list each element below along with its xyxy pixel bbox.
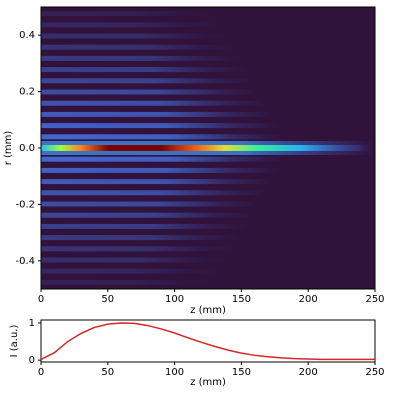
fringe [41, 268, 287, 274]
x-tick-label: 200 [299, 294, 318, 305]
fringe [41, 67, 319, 73]
fringes [41, 11, 367, 285]
y-tick-label: 1 [29, 318, 35, 329]
fringe [41, 11, 279, 17]
fringe [41, 33, 295, 39]
line-frame [40, 319, 376, 363]
x-tick-label: 100 [165, 367, 184, 378]
x-axis-label: z (mm) [190, 305, 226, 316]
fringe [41, 111, 351, 117]
y-tick-label: 0.2 [19, 87, 35, 98]
line [40, 322, 375, 361]
y-axis-label: r (mm) [3, 131, 14, 166]
y-tick-label: 0.0 [19, 143, 35, 154]
x-tick-label: 50 [101, 367, 114, 378]
y-tick-label: 0 [29, 355, 35, 366]
fringe [41, 123, 359, 129]
fringe [41, 44, 303, 50]
x-tick-label: 150 [232, 367, 251, 378]
fringe [41, 100, 343, 106]
y-axis-label: I (a.u.) [9, 325, 20, 358]
fringe [41, 78, 327, 84]
y-tick-label: -0.4 [15, 256, 35, 267]
fringe [41, 235, 311, 241]
x-tick-label: 0 [38, 294, 44, 305]
fringe [41, 246, 303, 252]
fringe [41, 257, 295, 263]
x-tick-label: 50 [101, 294, 114, 305]
y-tick-label: -0.2 [15, 199, 35, 210]
fringe [41, 134, 367, 140]
fringe [41, 223, 319, 229]
y-tick-label: 0.4 [19, 30, 35, 41]
fringe [41, 190, 343, 196]
x-tick-label: 250 [365, 294, 384, 305]
fringe [41, 167, 359, 173]
fringe [41, 22, 287, 28]
fringe [41, 55, 311, 61]
x-tick-label: 200 [299, 367, 318, 378]
x-tick-label: 0 [38, 367, 44, 378]
fringe [41, 179, 351, 185]
x-tick-label: 250 [365, 367, 384, 378]
fringe [41, 89, 335, 95]
beam-core [41, 145, 375, 151]
fringe [41, 156, 367, 162]
fringe [41, 279, 279, 285]
x-tick-label: 150 [232, 294, 251, 305]
x-tick-label: 100 [165, 294, 184, 305]
x-axis-label: z (mm) [190, 377, 226, 388]
fringe [41, 212, 327, 218]
fringe [41, 201, 335, 207]
